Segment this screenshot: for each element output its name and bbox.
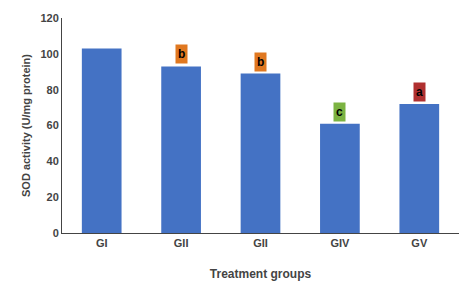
svg-text:100: 100 xyxy=(40,48,58,60)
svg-text:40: 40 xyxy=(47,155,59,167)
svg-text:GV: GV xyxy=(411,237,428,249)
svg-text:b: b xyxy=(257,55,264,69)
svg-text:0: 0 xyxy=(53,227,59,239)
svg-text:20: 20 xyxy=(47,191,59,203)
svg-text:SOD activity (U/mg protein): SOD activity (U/mg protein) xyxy=(20,54,32,197)
svg-text:a: a xyxy=(416,85,423,99)
svg-text:Treatment groups: Treatment groups xyxy=(210,267,312,281)
svg-text:b: b xyxy=(178,47,185,61)
svg-text:GIV: GIV xyxy=(330,237,350,249)
svg-text:GI: GI xyxy=(96,237,108,249)
svg-text:c: c xyxy=(336,105,343,119)
svg-text:120: 120 xyxy=(40,12,58,24)
svg-text:60: 60 xyxy=(47,119,59,131)
svg-text:80: 80 xyxy=(47,84,59,96)
svg-text:GII: GII xyxy=(253,237,268,249)
svg-text:GII: GII xyxy=(174,237,189,249)
